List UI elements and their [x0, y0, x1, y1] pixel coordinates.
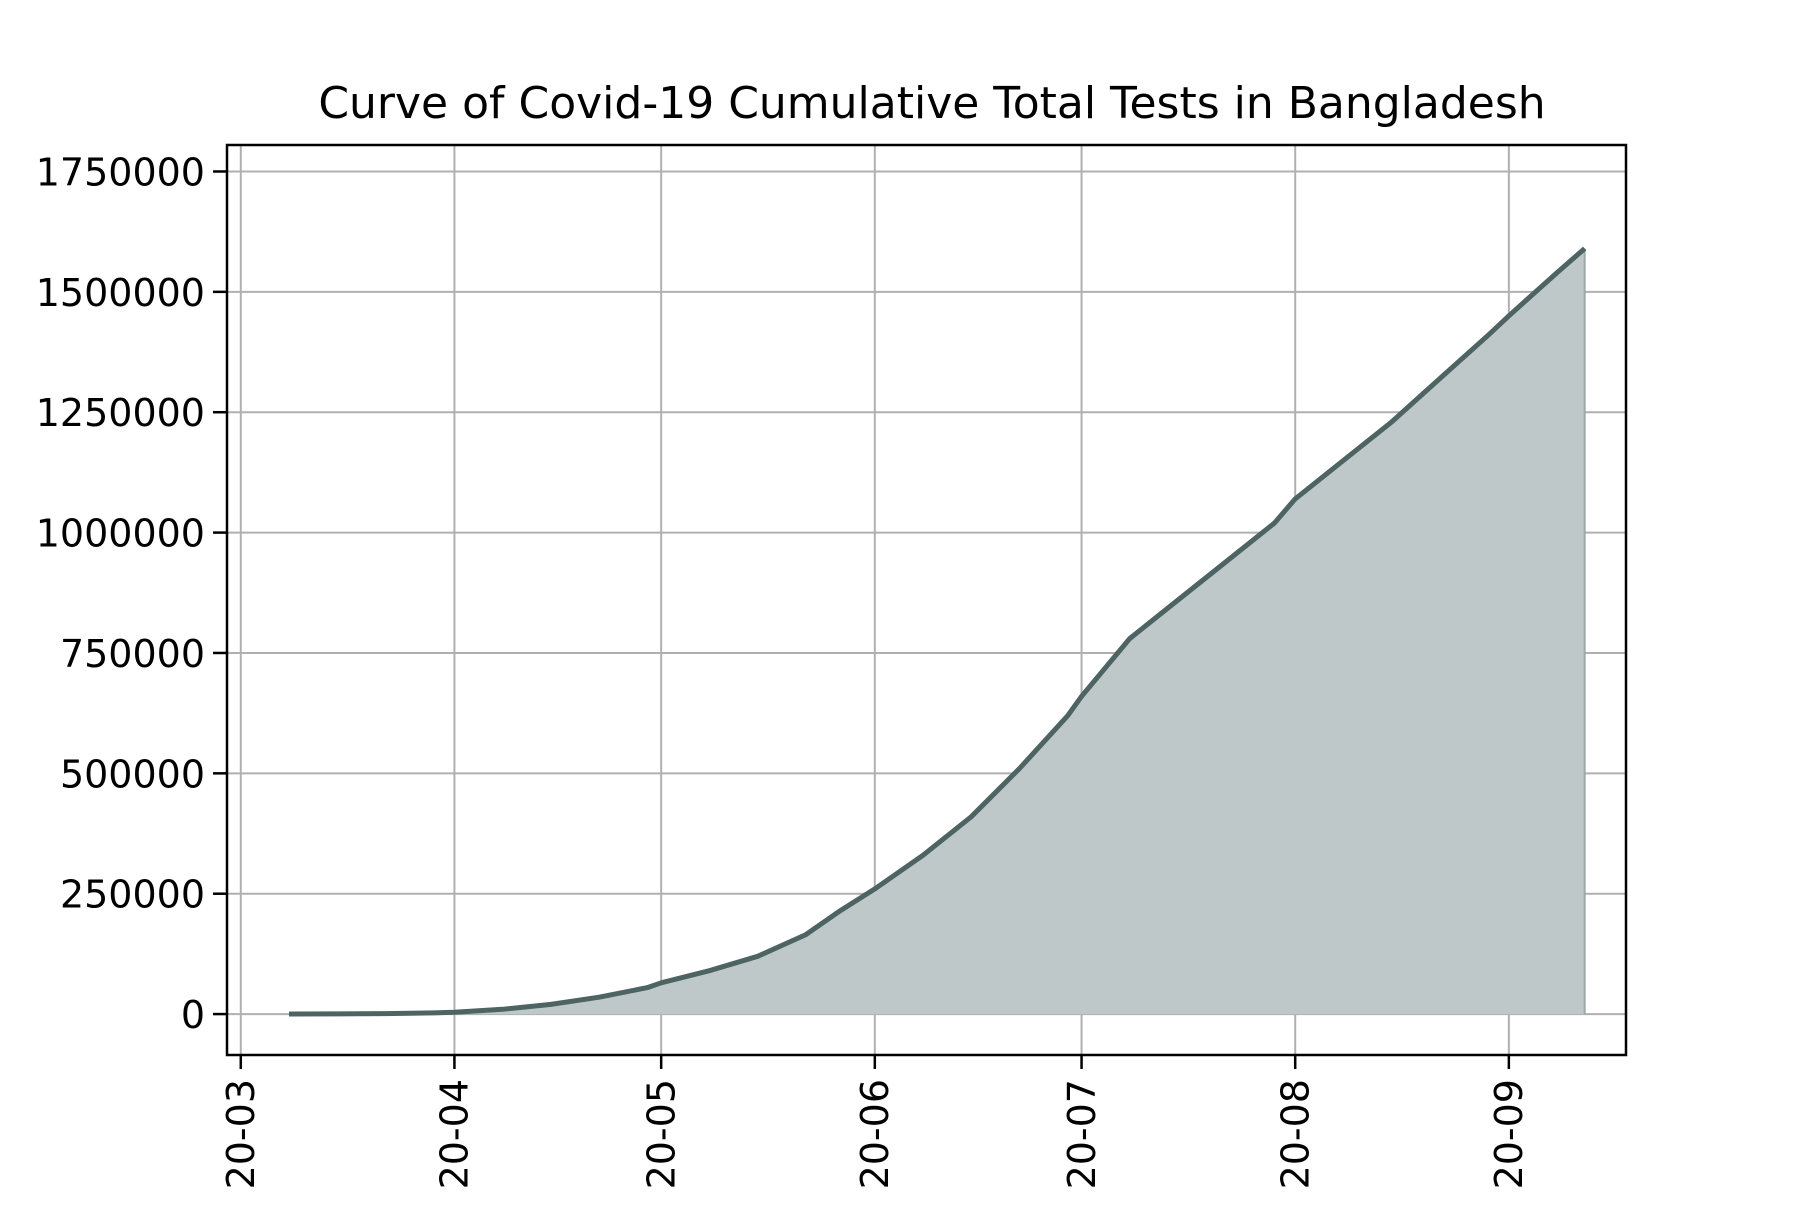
- x-tick-label: 20-04: [433, 1079, 477, 1189]
- area-fill: [289, 249, 1585, 1015]
- x-tick-label: 20-03: [219, 1079, 263, 1189]
- x-axis: 20-03 20-04 20-05 20-06 20-07 20-08 20-09: [219, 1055, 1531, 1189]
- y-tick-label: 1500000: [36, 271, 205, 315]
- y-tick-label: 1250000: [36, 391, 205, 435]
- x-tick-label: 20-05: [639, 1079, 683, 1189]
- area-series: [289, 248, 1585, 1014]
- x-tick-label: 20-07: [1060, 1079, 1104, 1189]
- y-tick-label: 1750000: [36, 150, 205, 194]
- y-axis: 0 250000 500000 750000 1000000 1250000 1500000…: [36, 150, 227, 1037]
- y-tick-label: 1000000: [36, 512, 205, 556]
- chart-title: Curve of Covid-19 Cumulative Total Tests…: [318, 78, 1545, 129]
- y-tick-label: 500000: [60, 752, 205, 796]
- x-tick-label: 20-08: [1274, 1079, 1318, 1189]
- x-tick-label: 20-06: [853, 1079, 897, 1189]
- x-tick-label: 20-09: [1487, 1079, 1531, 1189]
- y-tick-label: 750000: [60, 632, 205, 676]
- y-tick-label: 0: [181, 993, 205, 1037]
- y-tick-label: 250000: [60, 873, 205, 917]
